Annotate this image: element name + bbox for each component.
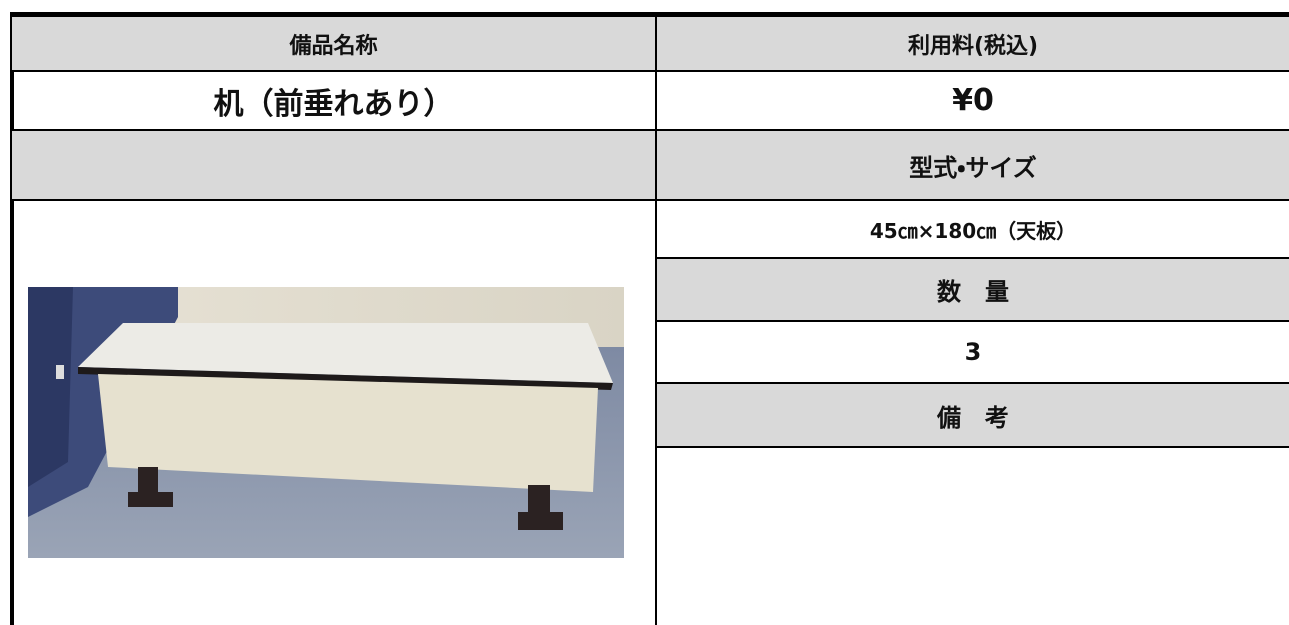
- divider: [655, 201, 657, 448]
- item-price: ¥0: [655, 72, 1289, 131]
- detail-label: 備 考: [655, 384, 1289, 448]
- detail-label: 数 量: [655, 259, 1289, 322]
- left-border: [10, 12, 14, 625]
- header-cell: 備品名称: [12, 17, 655, 72]
- item-name: 机（前垂れあり）: [12, 72, 655, 131]
- header-cell: 利用料(税込): [655, 17, 1289, 72]
- top-border: [10, 12, 1289, 17]
- detail-value: 45㎝×180㎝（天板）: [655, 201, 1289, 259]
- remarks-cell: [655, 448, 657, 625]
- detail-value: 3: [655, 322, 1289, 384]
- detail-label: 型式・サイズ: [655, 131, 1289, 201]
- photo: [28, 287, 624, 558]
- empty-cell: [12, 131, 655, 201]
